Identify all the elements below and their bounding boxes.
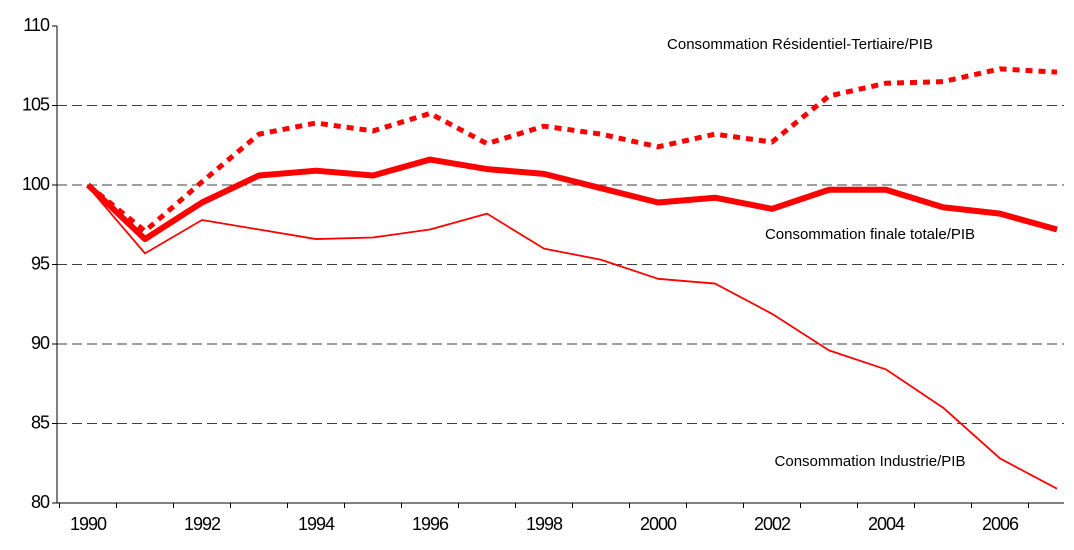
y-tick-label: 100 (22, 174, 50, 194)
x-tick-label: 1998 (526, 514, 563, 534)
x-tick-label: 2006 (982, 514, 1019, 534)
x-tick-label: 2004 (868, 514, 905, 534)
x-tick-label: 1996 (412, 514, 449, 534)
x-tick-label: 1990 (70, 514, 107, 534)
y-tick-label: 105 (22, 94, 50, 114)
x-tick-label: 2002 (754, 514, 791, 534)
series-line (87, 186, 1058, 490)
y-tick-label: 80 (31, 492, 50, 512)
x-tick-label: 1992 (184, 514, 221, 534)
y-tick-label: 110 (23, 15, 50, 35)
series-line (85, 156, 1058, 243)
x-tick-label: 1994 (298, 514, 335, 534)
y-tick-label: 90 (31, 333, 50, 353)
series-label: Consommation Résidentiel-Tertiaire/PIB (667, 36, 933, 53)
series-line (86, 66, 1058, 234)
series-label: Consommation finale totale/PIB (765, 226, 975, 243)
y-tick-label: 95 (31, 253, 50, 273)
y-tick-label: 85 (31, 412, 50, 432)
series-label: Consommation Industrie/PIB (775, 453, 966, 470)
x-tick-label: 2000 (640, 514, 677, 534)
